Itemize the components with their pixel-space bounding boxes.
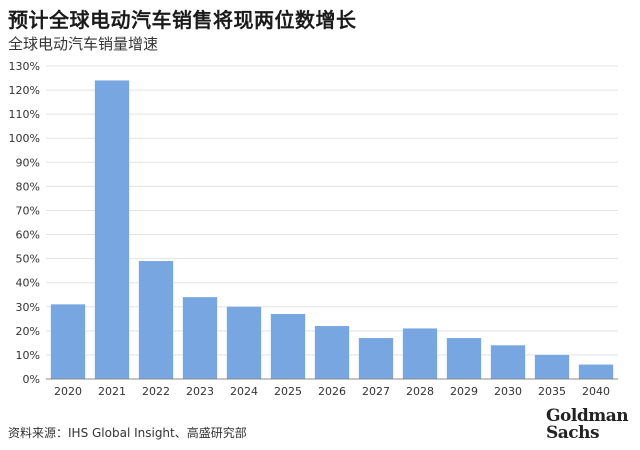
y-tick-label: 0% [23, 373, 40, 386]
y-tick-label: 50% [16, 253, 40, 266]
goldman-sachs-logo: Goldman Sachs [546, 408, 630, 442]
x-tick-label: 2035 [538, 385, 566, 398]
x-tick-label: 2025 [274, 385, 302, 398]
x-tick-label: 2028 [406, 385, 434, 398]
y-tick-label: 40% [16, 277, 40, 290]
y-tick-label: 90% [16, 156, 40, 169]
chart-title: 预计全球电动汽车销售将现两位数增长 [8, 8, 357, 32]
bar-2023 [182, 297, 218, 379]
gridlines [46, 65, 618, 356]
logo-line-1: Goldman [546, 406, 629, 426]
source-note: 资料来源：IHS Global Insight、高盛研究部 [8, 426, 247, 440]
bar-2021 [94, 80, 130, 379]
x-tick-label: 2040 [582, 385, 610, 398]
bars [50, 80, 614, 379]
bar-2027 [358, 338, 394, 379]
y-tick-label: 20% [16, 325, 40, 338]
y-tick-label: 110% [9, 108, 40, 121]
x-tick-label: 2024 [230, 385, 258, 398]
bar-2040 [578, 364, 614, 379]
bar-2030 [490, 345, 526, 379]
y-axis-ticks: 0% 10% 20% 30% 40% 50% 60% 70% 80% 90% 100% 110% 120… [9, 60, 40, 386]
x-tick-label: 2030 [494, 385, 522, 398]
y-tick-label: 100% [9, 132, 40, 145]
x-tick-label: 2022 [142, 385, 170, 398]
y-tick-label: 130% [9, 60, 40, 73]
x-tick-label: 2029 [450, 385, 478, 398]
x-tick-label: 2023 [186, 385, 214, 398]
bar-2028 [402, 328, 438, 379]
y-tick-label: 30% [16, 301, 40, 314]
bar-2035 [534, 354, 570, 379]
y-tick-label: 10% [16, 349, 40, 362]
x-tick-label: 2026 [318, 385, 346, 398]
x-tick-label: 2027 [362, 385, 390, 398]
bar-2025 [270, 313, 306, 379]
logo-line-2: Sachs [546, 423, 600, 443]
x-tick-label: 2021 [98, 385, 126, 398]
bar-2026 [314, 326, 350, 379]
x-axis-ticks: 2020 2021 2022 2023 2024 2025 2026 2027 2028 2029… [54, 385, 610, 398]
bar-2020 [50, 304, 86, 379]
x-tick-label: 2020 [54, 385, 82, 398]
bar-2022 [138, 261, 174, 379]
y-tick-label: 80% [16, 180, 40, 193]
bar-2024 [226, 306, 262, 379]
y-tick-label: 60% [16, 229, 40, 242]
bar-2029 [446, 338, 482, 379]
chart-subtitle: 全球电动汽车销量增速 [8, 35, 159, 53]
y-tick-label: 70% [16, 204, 40, 217]
y-tick-label: 120% [9, 84, 40, 97]
